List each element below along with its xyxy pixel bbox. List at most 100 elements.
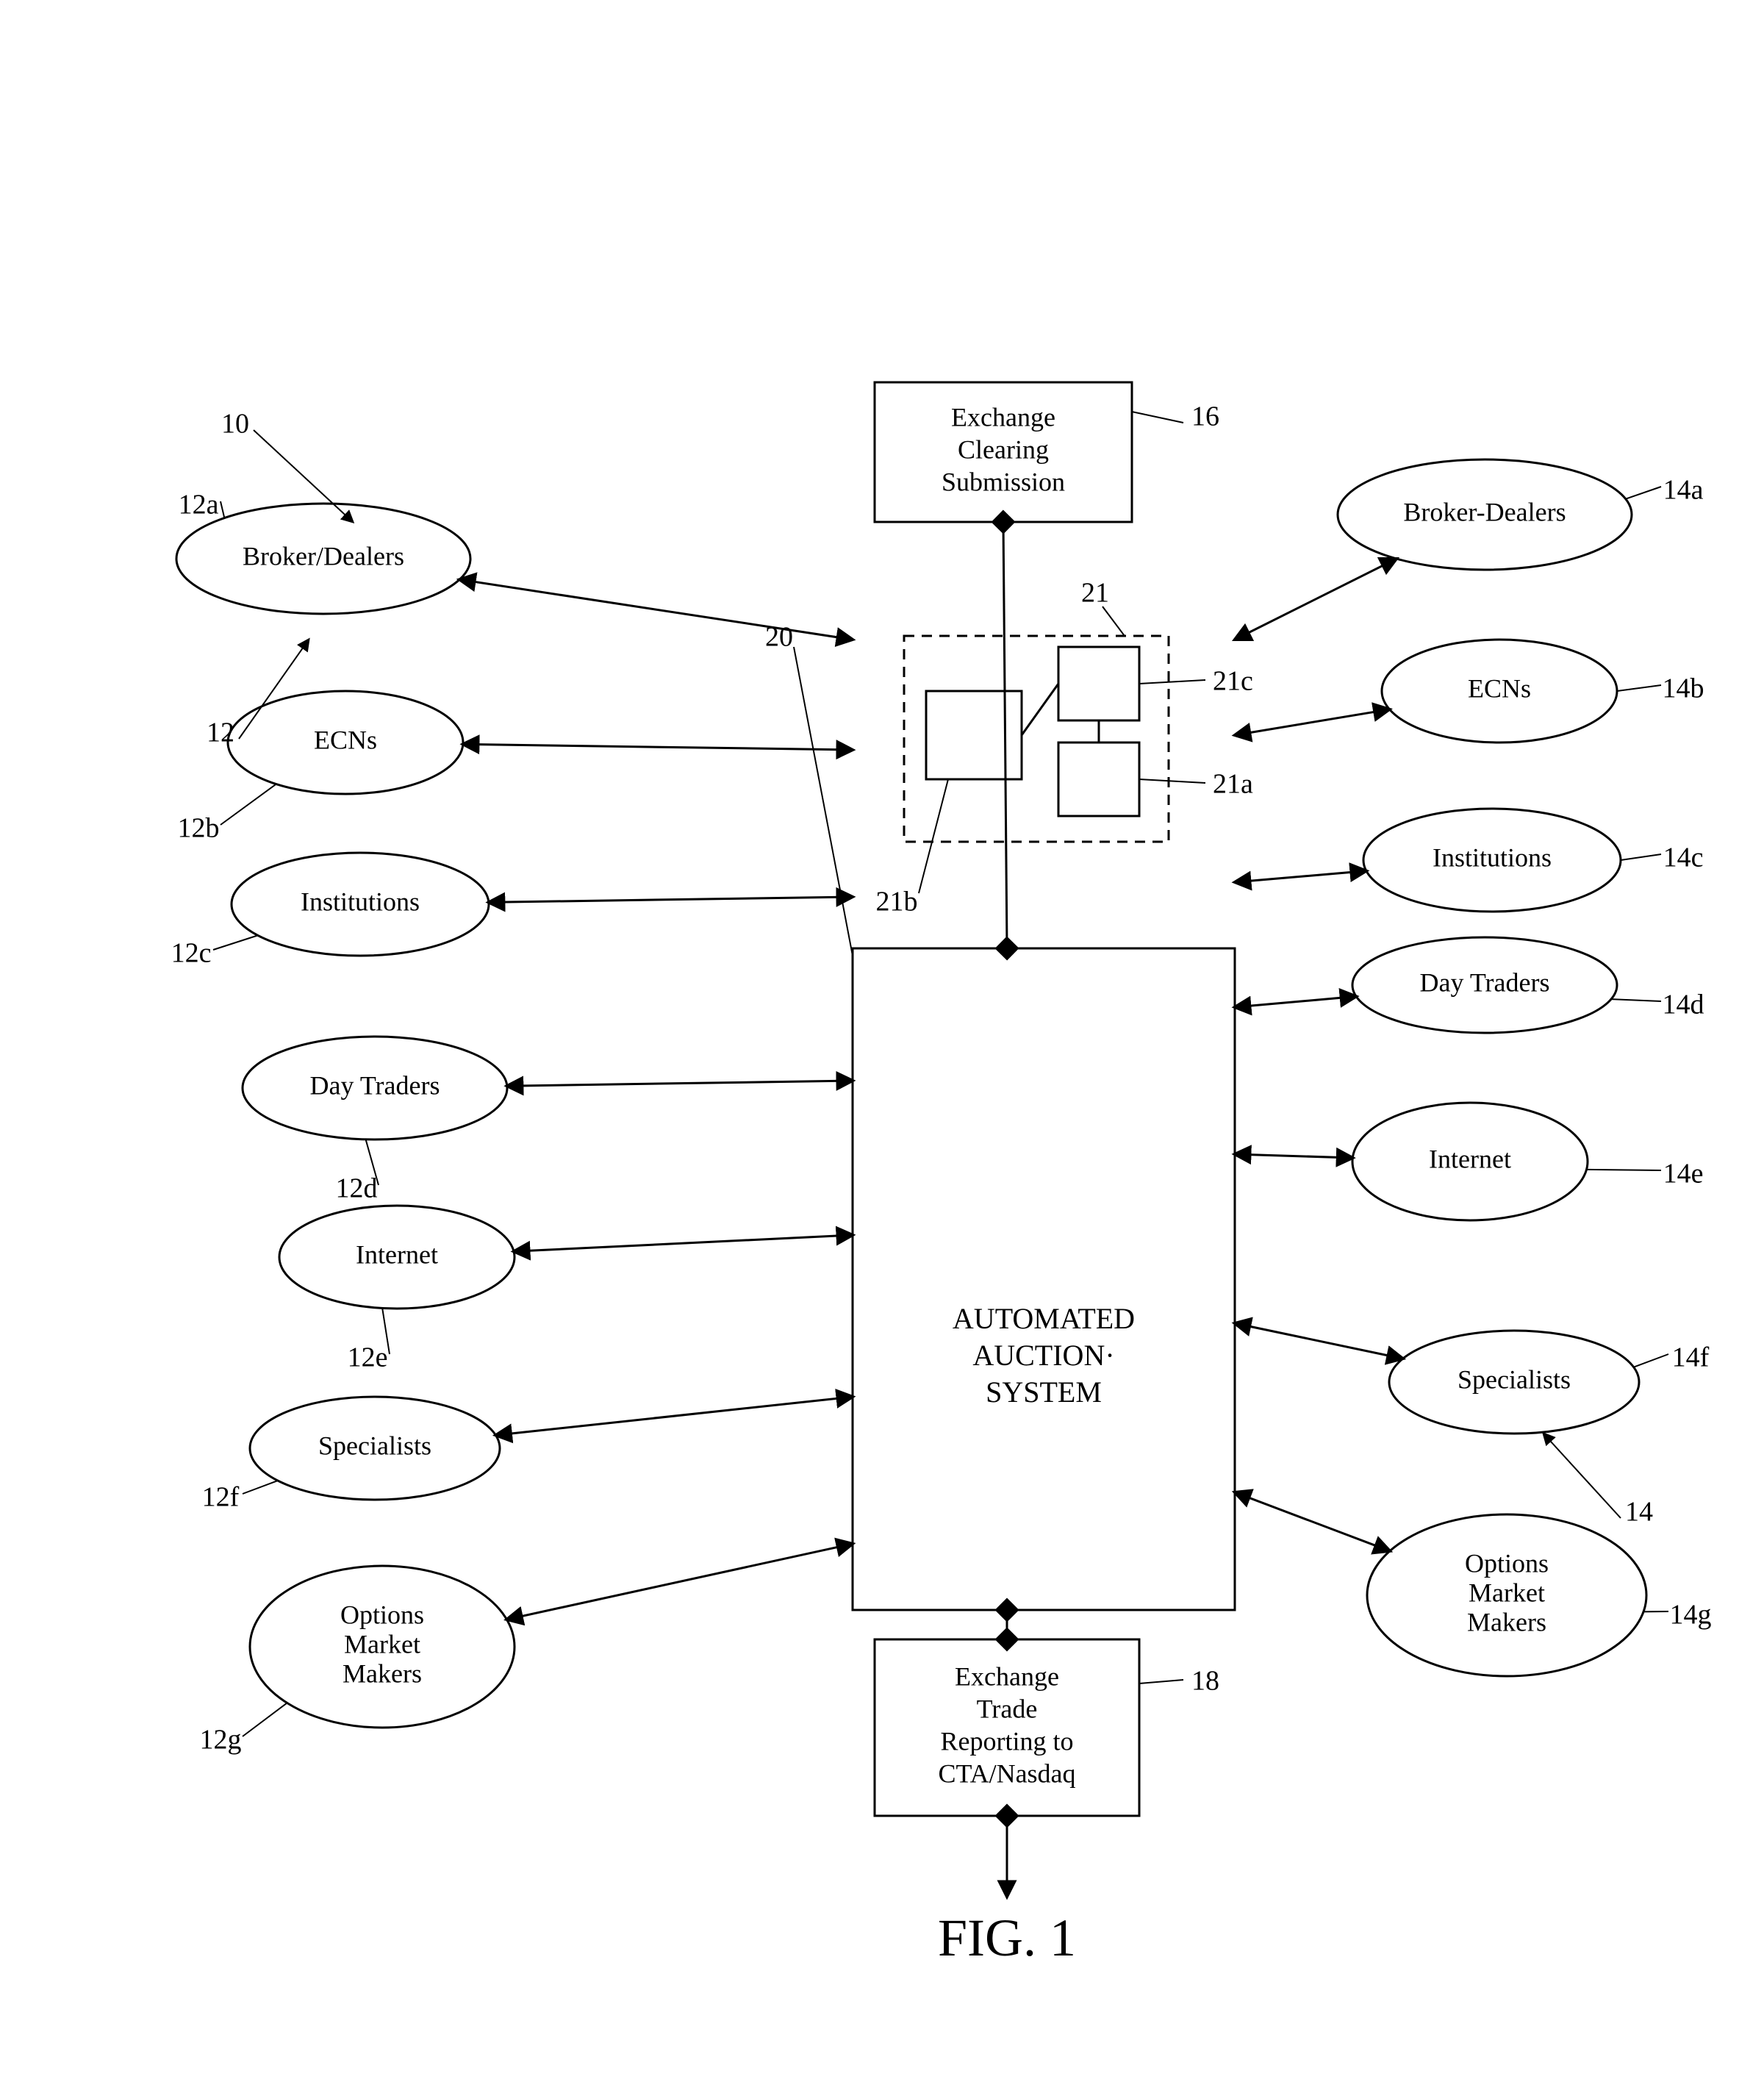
node-label-12e: Internet	[356, 1239, 438, 1269]
svg-text:Makers: Makers	[343, 1658, 422, 1688]
leader-line	[243, 1703, 287, 1736]
svg-text:Broker-Dealers: Broker-Dealers	[1403, 497, 1566, 526]
svg-text:12: 12	[207, 718, 234, 748]
svg-text:12e: 12e	[348, 1342, 388, 1373]
leader-line	[1139, 1680, 1183, 1683]
top-box-label: ExchangeClearing Submission	[942, 402, 1065, 496]
subsystem-block-c	[1058, 647, 1139, 720]
node-label-14g: OptionsMarketMakers	[1465, 1548, 1549, 1636]
node-label-12b: ECNs	[314, 725, 377, 754]
leader-line	[213, 935, 258, 950]
node-label-14a: Broker-Dealers	[1403, 497, 1566, 526]
svg-text:AUTOMATED: AUTOMATED	[953, 1302, 1135, 1335]
connector-12c	[489, 897, 853, 902]
leader-line	[1102, 606, 1125, 636]
subsystem-block-b	[926, 691, 1022, 779]
connector-12d	[507, 1081, 853, 1086]
svg-text:Market: Market	[1469, 1578, 1545, 1607]
leader-line	[1617, 685, 1661, 691]
svg-text:21b: 21b	[876, 887, 918, 917]
svg-text:Exchange: Exchange	[951, 402, 1055, 432]
node-label-14d: Day Traders	[1420, 967, 1550, 997]
connector-14c	[1235, 871, 1366, 882]
svg-text:Day Traders: Day Traders	[310, 1070, 440, 1100]
connector-12g	[506, 1544, 853, 1620]
svg-text:Makers: Makers	[1467, 1607, 1546, 1636]
svg-text:ECNs: ECNs	[1468, 673, 1531, 703]
leader-line	[794, 647, 853, 956]
leader-line	[1611, 999, 1661, 1001]
svg-text:12c: 12c	[171, 938, 212, 969]
leader-line	[919, 779, 948, 893]
leader-line	[1626, 487, 1661, 499]
svg-text:Specialists: Specialists	[318, 1431, 431, 1460]
svg-text:Broker/Dealers: Broker/Dealers	[243, 541, 404, 570]
svg-text:14g: 14g	[1670, 1600, 1712, 1631]
diagram-canvas: AUTOMATEDAUCTION·SYSTEM202121c21a21bExch…	[0, 0, 1764, 2079]
svg-text:Specialists: Specialists	[1458, 1364, 1571, 1394]
svg-text:16: 16	[1191, 401, 1219, 432]
center-label: AUTOMATED AUCTION·SYSTEM	[953, 1302, 1135, 1409]
svg-text:14a: 14a	[1663, 475, 1704, 506]
connector-14d	[1235, 996, 1356, 1007]
leader-line	[1634, 1354, 1668, 1367]
connector-top	[1003, 522, 1007, 948]
leader-line	[1139, 680, 1205, 684]
svg-text:14b: 14b	[1663, 673, 1704, 704]
svg-text:14: 14	[1625, 1497, 1653, 1528]
subsystem-group	[904, 636, 1169, 842]
svg-text:Institutions: Institutions	[1433, 842, 1552, 872]
node-label-14c: Institutions	[1433, 842, 1552, 872]
svg-text:14d: 14d	[1663, 990, 1704, 1020]
connector-14g	[1235, 1492, 1390, 1551]
connector-12f	[495, 1397, 853, 1435]
svg-text:14e: 14e	[1663, 1159, 1704, 1189]
group-ref-14	[1544, 1434, 1621, 1518]
svg-text:Internet: Internet	[356, 1239, 438, 1269]
leader-line	[1621, 854, 1661, 860]
svg-text:10: 10	[221, 409, 249, 440]
leader-line	[220, 501, 224, 518]
leader-line	[1132, 412, 1183, 423]
connector-12b	[463, 744, 853, 750]
svg-text:18: 18	[1191, 1666, 1219, 1697]
svg-text:21: 21	[1081, 578, 1109, 609]
leader-line	[220, 784, 276, 825]
node-label-14f: Specialists	[1458, 1364, 1571, 1394]
connector-14b	[1235, 709, 1389, 735]
svg-text:Exchange: Exchange	[955, 1661, 1059, 1691]
svg-text:CTA/Nasdaq: CTA/Nasdaq	[938, 1758, 1075, 1788]
node-label-12f: Specialists	[318, 1431, 431, 1460]
bottom-box-label: ExchangeTradeReporting toCTA/Nasdaq	[938, 1661, 1075, 1788]
svg-text:Reporting to: Reporting to	[941, 1726, 1074, 1756]
svg-text:Submission: Submission	[942, 467, 1065, 496]
svg-text:21c: 21c	[1213, 666, 1253, 697]
automated-auction-system	[853, 948, 1235, 1610]
svg-text:12d: 12d	[336, 1173, 378, 1204]
connector-12a	[459, 579, 853, 640]
svg-text:AUCTION·: AUCTION·	[972, 1339, 1114, 1372]
connector-12e	[514, 1235, 853, 1251]
figure-label: FIG. 1	[938, 1908, 1076, 1967]
node-label-14b: ECNs	[1468, 673, 1531, 703]
svg-text:12b: 12b	[178, 813, 220, 844]
connector-14e	[1235, 1154, 1352, 1158]
subsystem-block-a	[1058, 742, 1139, 816]
diagram-layer: AUTOMATEDAUCTION·SYSTEM202121c21a21bExch…	[171, 382, 1712, 1967]
leader-line	[243, 1481, 278, 1494]
svg-text:14f: 14f	[1672, 1342, 1710, 1373]
svg-text:Options: Options	[1465, 1548, 1549, 1578]
node-label-12d: Day Traders	[310, 1070, 440, 1100]
svg-text:Market: Market	[344, 1629, 420, 1658]
svg-text:14c: 14c	[1663, 842, 1704, 873]
svg-text:Internet: Internet	[1429, 1144, 1511, 1173]
svg-text:ECNs: ECNs	[314, 725, 377, 754]
svg-text:12a: 12a	[179, 490, 219, 520]
svg-text:Institutions: Institutions	[301, 887, 420, 916]
svg-text:Options: Options	[340, 1600, 424, 1629]
svg-text:Clearing: Clearing	[958, 434, 1049, 464]
svg-text:21a: 21a	[1213, 769, 1253, 800]
node-label-12a: Broker/Dealers	[243, 541, 404, 570]
node-label-12g: OptionsMarketMakers	[340, 1600, 424, 1688]
svg-text:SYSTEM: SYSTEM	[986, 1375, 1102, 1409]
